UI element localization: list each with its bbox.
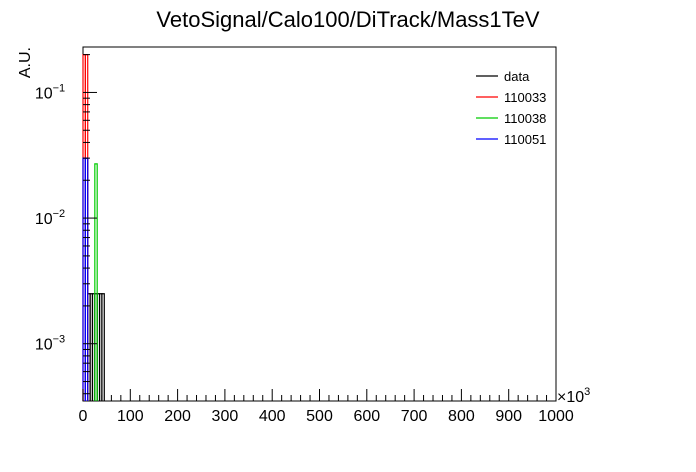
legend: data 110033 110038 110051 <box>476 69 546 147</box>
axes-layer: 0 100 200 300 400 500 600 700 800 900 1000 10−3 10−2… <box>35 54 574 425</box>
legend-label: 110033 <box>504 90 546 105</box>
x-tick-label: 500 <box>306 408 333 425</box>
legend-label: 110038 <box>504 111 546 126</box>
legend-label: data <box>504 69 530 84</box>
y-tick-label: 10−3 <box>35 334 65 354</box>
x-tick-label: 700 <box>401 408 428 425</box>
x-tick-label: 300 <box>212 408 239 425</box>
series-bin <box>84 157 89 401</box>
chart-title: VetoSignal/Calo100/DiTrack/Mass1TeV <box>156 7 539 32</box>
x-tick-label: 400 <box>259 408 286 425</box>
legend-label: 110051 <box>504 132 546 147</box>
x-tick-label: 0 <box>79 408 88 425</box>
x-multiplier-label: ×103 <box>557 386 590 406</box>
series-bin <box>94 163 98 401</box>
series-bin <box>101 293 105 401</box>
x-tick-label: 1000 <box>538 408 574 425</box>
x-tick-label: 200 <box>164 408 191 425</box>
plot-frame <box>82 46 557 402</box>
series-110051 <box>82 157 89 401</box>
x-tick-label: 600 <box>353 408 380 425</box>
y-tick-label: 10−1 <box>35 82 65 102</box>
y-tick-label: 10−2 <box>35 208 65 228</box>
x-tick-label: 100 <box>117 408 144 425</box>
series-110038 <box>94 163 98 401</box>
y-axis-label: A.U. <box>17 47 34 78</box>
x-tick-label: 800 <box>448 408 475 425</box>
x-tick-label: 900 <box>495 408 522 425</box>
